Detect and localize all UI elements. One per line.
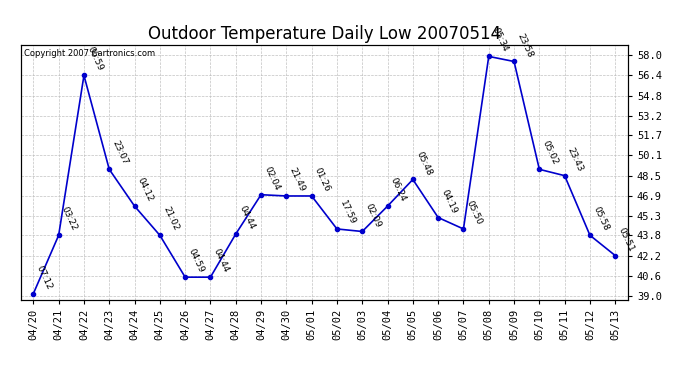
Text: 01:26: 01:26 xyxy=(313,166,332,193)
Text: 23:07: 23:07 xyxy=(110,140,130,166)
Text: 07:12: 07:12 xyxy=(34,264,54,291)
Text: 04:59: 04:59 xyxy=(186,247,206,274)
Text: 02:09: 02:09 xyxy=(364,202,383,229)
Text: 04:44: 04:44 xyxy=(212,248,230,274)
Title: Outdoor Temperature Daily Low 20070514: Outdoor Temperature Daily Low 20070514 xyxy=(148,26,501,44)
Text: 02:04: 02:04 xyxy=(262,165,282,192)
Text: 05:50: 05:50 xyxy=(465,199,484,226)
Text: 21:02: 21:02 xyxy=(161,206,180,232)
Text: 03:22: 03:22 xyxy=(60,206,79,232)
Text: 04:44: 04:44 xyxy=(237,204,256,231)
Text: 05:02: 05:02 xyxy=(541,140,560,166)
Text: 04:12: 04:12 xyxy=(136,176,155,203)
Text: 05:58: 05:58 xyxy=(591,205,611,232)
Text: 05:34: 05:34 xyxy=(490,27,509,54)
Text: 06:59: 06:59 xyxy=(86,45,104,73)
Text: 04:19: 04:19 xyxy=(440,188,459,215)
Text: 05:51: 05:51 xyxy=(617,226,635,253)
Text: 17:59: 17:59 xyxy=(338,199,357,226)
Text: Copyright 2007 Cartronics.com: Copyright 2007 Cartronics.com xyxy=(23,49,155,58)
Text: 06:24: 06:24 xyxy=(389,176,408,203)
Text: 05:48: 05:48 xyxy=(414,150,433,177)
Text: 23:58: 23:58 xyxy=(515,32,535,59)
Text: 23:43: 23:43 xyxy=(566,146,585,173)
Text: 21:49: 21:49 xyxy=(288,166,307,193)
